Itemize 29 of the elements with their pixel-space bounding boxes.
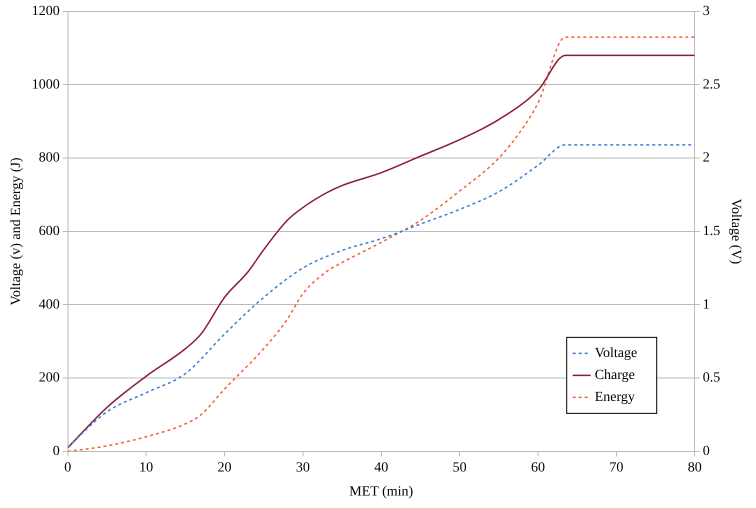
legend-label: Voltage: [594, 346, 638, 362]
x-tick-label: 50: [452, 460, 467, 476]
y-tick-label: 1000: [32, 77, 60, 92]
x-tick-label: 10: [139, 460, 154, 476]
x-tick-label: 70: [609, 460, 624, 476]
legend-label: Energy: [594, 390, 635, 406]
x-tick-label: 0: [64, 460, 72, 476]
y2-tick-label: 0: [702, 444, 710, 460]
x-axis-title: MET (min): [349, 484, 414, 500]
y-tick-label: 0: [52, 444, 60, 460]
x-tick-label: 30: [296, 460, 310, 476]
y2-tick-label: 2: [702, 150, 710, 166]
y2-tick-label: 1: [702, 297, 710, 312]
y-tick-label: 600: [38, 224, 60, 240]
y2-tick-label: 2.5: [702, 77, 720, 92]
y-tick-label: 400: [38, 297, 60, 312]
x-tick-label: 60: [530, 460, 545, 476]
x-tick-label: 40: [374, 460, 388, 476]
x-tick-label: 80: [688, 460, 702, 476]
y-tick-label: 1200: [32, 4, 60, 20]
legend-label: Charge: [594, 368, 635, 384]
y-axis-title: Voltage (v) and Energy (J): [9, 157, 24, 306]
y-tick-label: 800: [38, 150, 60, 166]
y-tick-label: 200: [38, 370, 60, 386]
y2-tick-label: 0.5: [702, 370, 720, 386]
x-tick-label: 20: [218, 460, 232, 476]
y2-tick-label: 1.5: [702, 224, 720, 240]
y2-axis-title: Voltage (V): [728, 198, 743, 264]
y2-tick-label: 3: [702, 4, 710, 20]
